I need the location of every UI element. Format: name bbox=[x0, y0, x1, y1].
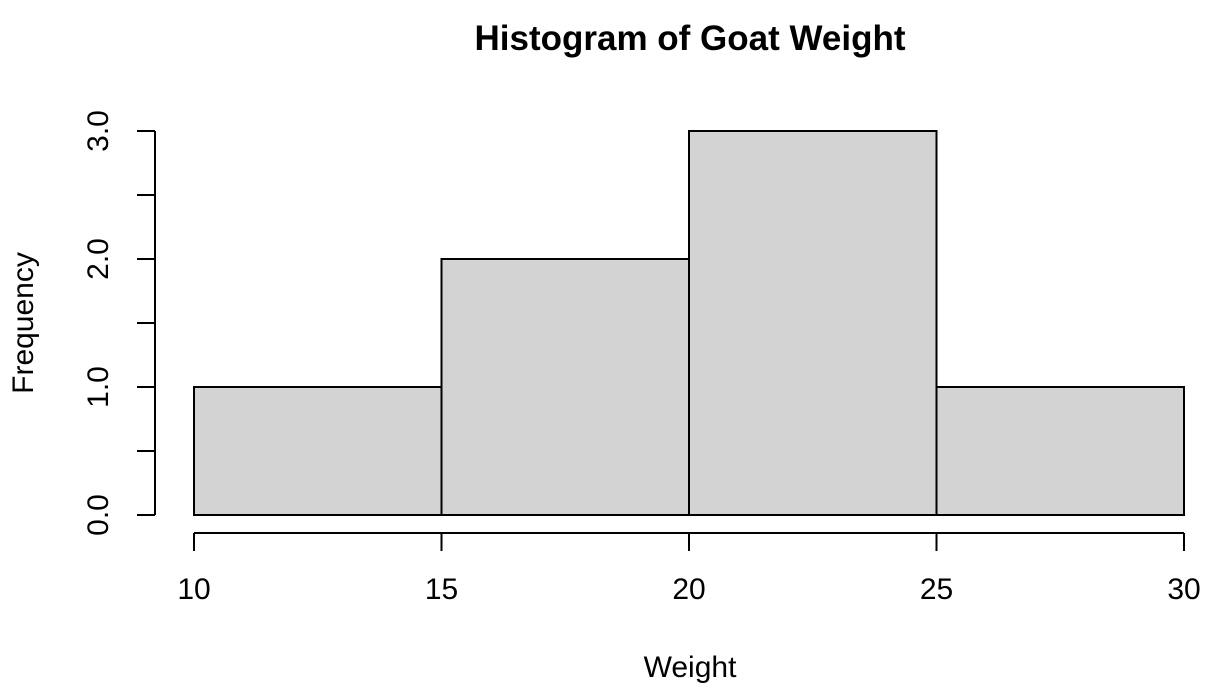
histogram-bar-2 bbox=[440, 258, 690, 516]
x-tick-label-3: 20 bbox=[672, 573, 705, 606]
y-axis: 0.0 1.0 2.0 3.0 bbox=[82, 110, 156, 536]
x-axis-title: Weight bbox=[644, 651, 737, 684]
x-tick-label-4: 25 bbox=[920, 573, 953, 606]
y-tick-label-4: 3.0 bbox=[82, 110, 115, 152]
histogram-bar-4 bbox=[935, 386, 1185, 516]
bars-layer bbox=[193, 130, 1185, 516]
y-tick-label-3: 2.0 bbox=[82, 238, 115, 280]
x-tick-label-5: 30 bbox=[1167, 573, 1200, 606]
x-axis: 10 15 20 25 30 bbox=[177, 532, 1201, 606]
y-axis-title: Frequency bbox=[7, 252, 40, 394]
histogram-bar-1 bbox=[193, 386, 443, 516]
histogram-bar-3 bbox=[688, 130, 938, 516]
y-tick-label-2: 1.0 bbox=[82, 366, 115, 408]
y-tick-label-1: 0.0 bbox=[82, 494, 115, 536]
x-tick-label-2: 15 bbox=[425, 573, 458, 606]
chart-title: Histogram of Goat Weight bbox=[474, 19, 905, 58]
x-tick-label-1: 10 bbox=[177, 573, 210, 606]
